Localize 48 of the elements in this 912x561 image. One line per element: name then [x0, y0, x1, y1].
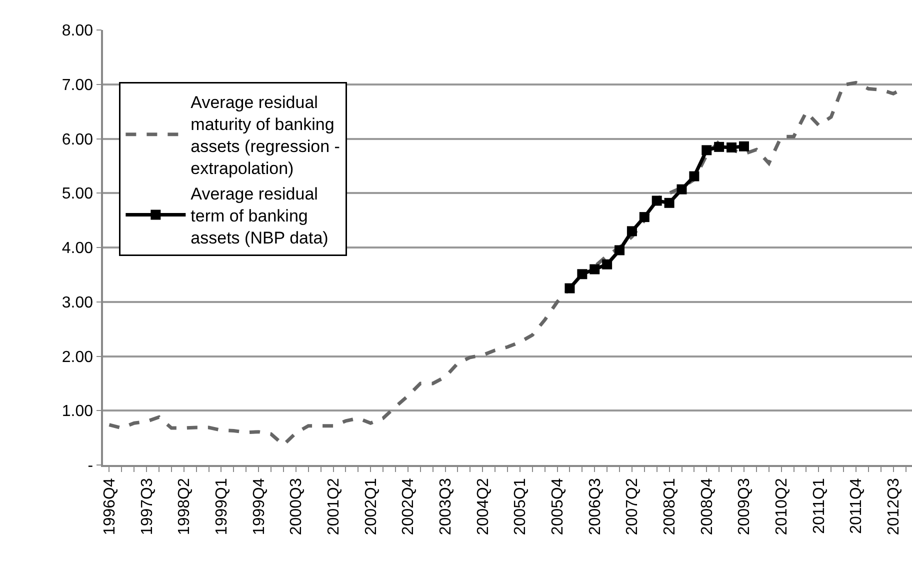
x-tick-label: 2005Q4	[549, 478, 566, 536]
x-tick-label: 2005Q1	[512, 478, 530, 536]
x-tick-label: 2002Q1	[362, 478, 380, 536]
y-tick-label: 4.00	[62, 240, 94, 258]
x-tick-label: 2011Q1	[810, 478, 828, 534]
x-tick-label: 2011Q4	[848, 478, 866, 534]
x-tick-label: 2006Q3	[586, 478, 604, 536]
point	[590, 264, 600, 274]
x-tick-label: 1999Q1	[213, 478, 230, 536]
point	[652, 196, 662, 206]
y-tick-label: 8.00	[62, 22, 94, 40]
point	[702, 145, 712, 156]
x-tick-label: 2008Q4	[698, 478, 716, 536]
point	[676, 184, 687, 194]
point	[726, 142, 737, 152]
point	[577, 269, 588, 280]
point	[738, 141, 749, 152]
y-tick-label: 3.00	[62, 294, 94, 312]
x-tick-label: 2000Q3	[288, 478, 306, 536]
x-tick-label: 2002Q4	[400, 478, 418, 536]
x-tick-label: 1999Q4	[250, 478, 268, 536]
x-tick-label: 2001Q2	[325, 478, 342, 536]
x-tick-label: 1996Q4	[101, 478, 118, 536]
y-tick-label: 5.00	[62, 186, 94, 203]
point	[639, 212, 650, 222]
y-tick-label: 2.00	[62, 348, 94, 366]
point	[689, 171, 700, 182]
point	[564, 283, 575, 294]
x-tick-label: 2012Q3	[886, 478, 903, 536]
legend-label: Average residual maturity of banking assets (regression - extrapolation)	[190, 92, 340, 178]
point	[626, 226, 637, 236]
y-tick-label: 6.00	[62, 131, 94, 148]
y-tick-label: -	[88, 458, 94, 475]
x-tick-label: 2007Q2	[624, 478, 642, 536]
x-tick-label: 1998Q2	[176, 478, 194, 536]
point	[714, 142, 724, 152]
x-tick-label: 1997Q3	[138, 478, 156, 536]
point	[614, 245, 625, 256]
legend-label: Average residual term of banking assets (NBP data)	[190, 184, 328, 248]
x-tick-label: 2008Q1	[662, 478, 678, 536]
point	[664, 198, 674, 208]
x-tick-label: 2010Q2	[774, 478, 791, 536]
point	[602, 259, 612, 270]
x-tick-label: 2009Q3	[736, 478, 754, 536]
x-tick-label: 2003Q3	[437, 478, 454, 536]
y-tick-label: 7.00	[62, 76, 94, 94]
y-tick-label: 1.00	[62, 403, 94, 420]
x-tick-label: 2004Q2	[474, 478, 492, 536]
